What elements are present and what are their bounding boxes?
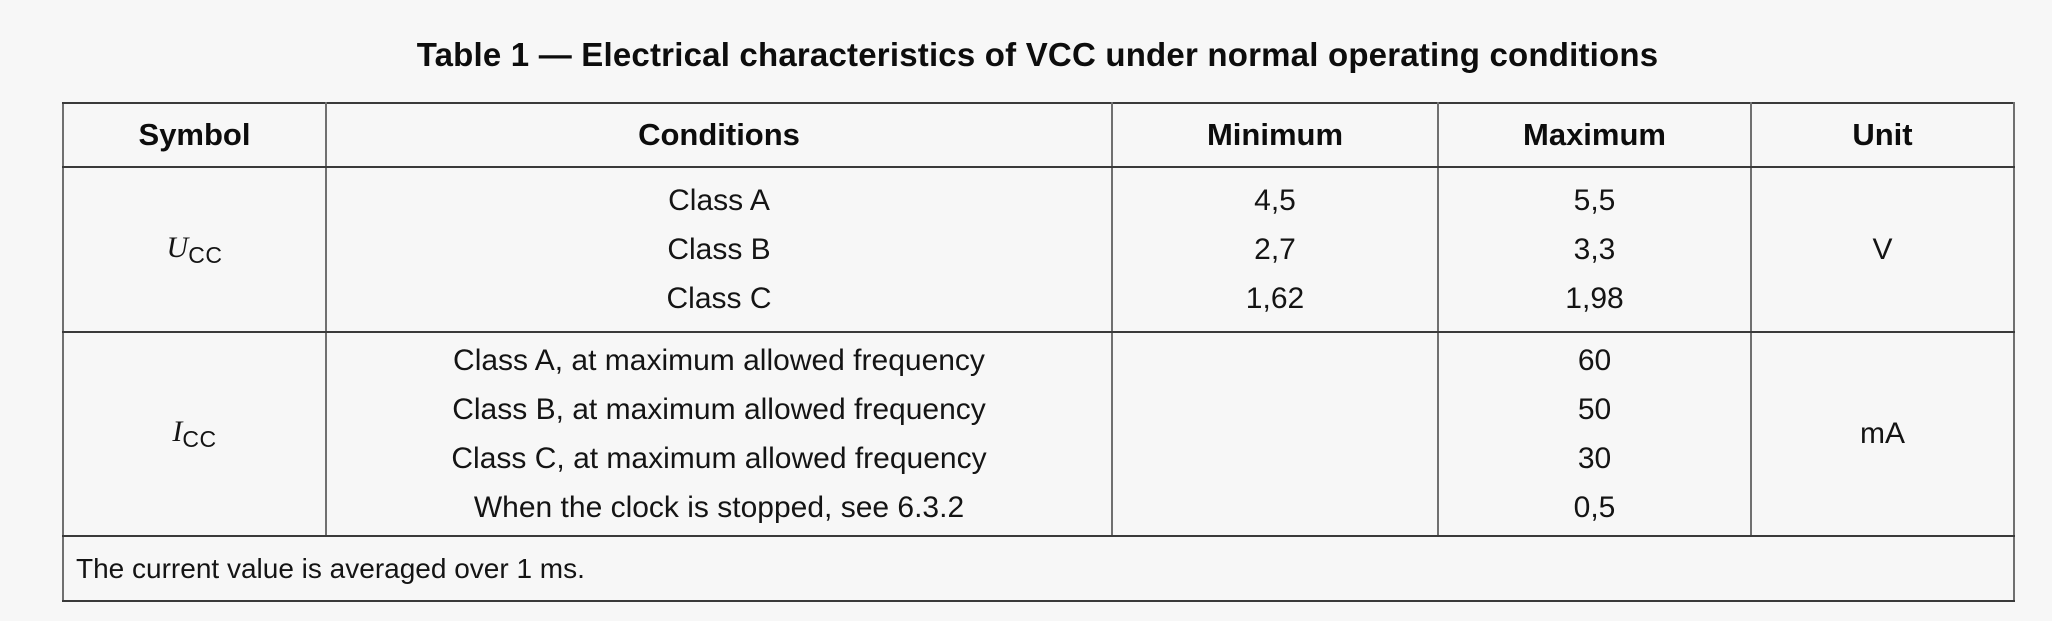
column-header-maximum: Maximum <box>1437 102 1752 168</box>
maximum-value: 0,5 <box>1573 491 1616 524</box>
maximum-value: 3,3 <box>1573 233 1616 266</box>
table-row-icc: ICC Class A, at maximum allowed frequenc… <box>62 331 2015 537</box>
condition-line: Class A, at maximum allowed frequency <box>453 344 985 377</box>
unit-cell: mA <box>1750 331 2015 537</box>
minimum-value <box>1113 385 1437 434</box>
unit-cell: V <box>1750 166 2015 333</box>
maximum-value: 1,98 <box>1565 282 1624 315</box>
conditions-cell: Class A Class B Class C <box>325 166 1113 333</box>
minimum-value: 1,62 <box>1245 282 1305 315</box>
table-footnote-row: The current value is averaged over 1 ms. <box>62 535 2015 602</box>
minimum-value <box>1113 336 1437 385</box>
table-row-ucc: UCC Class A Class B Class C 4,5 2,7 1,62… <box>62 166 2015 333</box>
condition-line: When the clock is stopped, see 6.3.2 <box>473 491 965 524</box>
symbol-subscript: CC <box>182 426 217 452</box>
maximum-cell: 5,5 3,3 1,98 <box>1437 166 1752 333</box>
minimum-cell <box>1111 331 1439 537</box>
maximum-value: 60 <box>1577 344 1612 377</box>
condition-line: Class B, at maximum allowed frequency <box>452 393 986 426</box>
minimum-value: 2,7 <box>1254 233 1296 266</box>
symbol-icc: ICC <box>62 331 327 537</box>
minimum-value <box>1113 483 1437 532</box>
minimum-cell: 4,5 2,7 1,62 <box>1111 166 1439 333</box>
conditions-cell: Class A, at maximum allowed frequency Cl… <box>325 331 1113 537</box>
column-header-unit: Unit <box>1750 102 2015 168</box>
column-header-symbol: Symbol <box>62 102 327 168</box>
table-footnote: The current value is averaged over 1 ms. <box>62 535 2015 602</box>
condition-line: Class C <box>666 282 772 315</box>
condition-line: Class C, at maximum allowed frequency <box>451 442 987 475</box>
column-header-minimum: Minimum <box>1111 102 1439 168</box>
maximum-cell: 60 50 30 0,5 <box>1437 331 1752 537</box>
electrical-characteristics-table: Symbol Conditions Minimum Maximum Unit U… <box>62 102 2015 602</box>
minimum-value <box>1113 434 1437 483</box>
column-header-conditions: Conditions <box>325 102 1113 168</box>
maximum-value: 30 <box>1577 442 1612 475</box>
maximum-value: 50 <box>1577 393 1612 426</box>
table-title: Table 1 — Electrical characteristics of … <box>416 36 1659 73</box>
minimum-value: 4,5 <box>1254 184 1296 217</box>
maximum-value: 5,5 <box>1573 184 1616 217</box>
symbol-subscript: CC <box>188 241 223 268</box>
symbol-base: I <box>172 415 183 448</box>
symbol-base: U <box>166 230 189 264</box>
condition-line: Class B <box>667 233 771 266</box>
table-header-row: Symbol Conditions Minimum Maximum Unit <box>62 102 2015 168</box>
symbol-ucc: UCC <box>62 166 327 333</box>
condition-line: Class A <box>668 184 770 217</box>
